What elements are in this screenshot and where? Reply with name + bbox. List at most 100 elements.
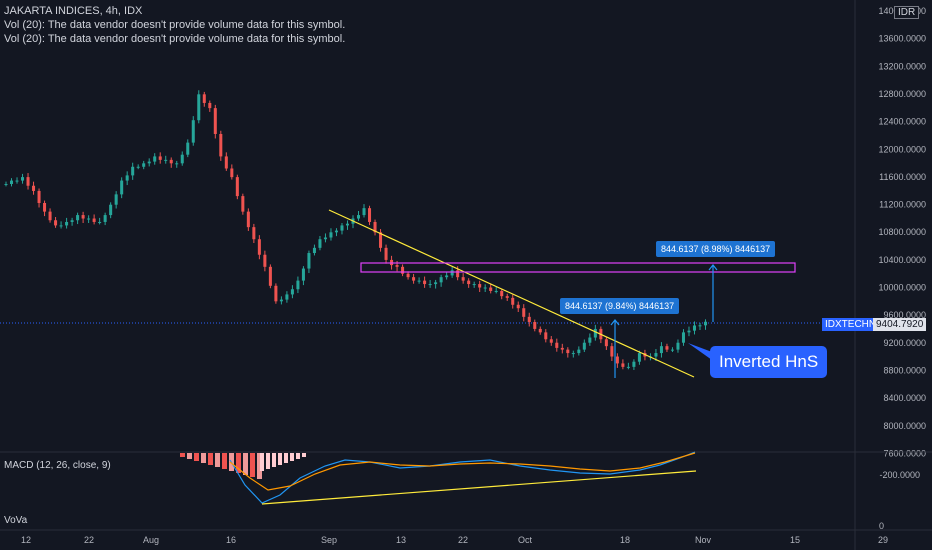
candle-body (544, 332, 548, 340)
candle-body (687, 330, 691, 333)
candle-body (307, 253, 311, 269)
volume-note-1: Vol (20): The data vendor doesn't provid… (4, 19, 346, 31)
y-tick-label: 12400.0000 (878, 117, 926, 127)
resistance-zone (360, 262, 796, 273)
candle-body (323, 237, 327, 240)
candle-body (676, 342, 680, 350)
chart-title: JAKARTA INDICES, 4h, IDX (4, 5, 143, 17)
x-tick-label: 16 (226, 535, 236, 545)
inverted-hns-callout[interactable]: Inverted HnS (710, 346, 828, 378)
candle-body (329, 232, 333, 238)
candle-body (241, 196, 245, 212)
candle-body (445, 275, 449, 278)
candle-body (15, 180, 19, 182)
candle-body (202, 94, 206, 103)
candle-body (87, 218, 91, 220)
candle-body (384, 247, 388, 260)
x-tick-label: Sep (321, 535, 337, 545)
candle-body (9, 180, 14, 185)
candle-body (301, 268, 305, 281)
measure-arrow-1-head (610, 319, 620, 326)
candle-body (632, 361, 636, 367)
measure-arrow-2-head (708, 264, 718, 271)
candle-body (505, 296, 509, 298)
macd-hist-bar (243, 453, 248, 475)
candle-body (362, 208, 366, 216)
volume-note-2: Vol (20): The data vendor doesn't provid… (4, 33, 346, 45)
candle-body (511, 297, 515, 305)
candle-body (147, 161, 151, 164)
candle-body (698, 325, 702, 327)
candle-body (478, 284, 482, 288)
candle-body (219, 133, 223, 157)
candle-body (461, 277, 465, 281)
candle-body (197, 94, 201, 121)
candle-body (268, 266, 272, 286)
x-tick-label: Aug (143, 535, 159, 545)
macd-hist-bar (201, 453, 206, 463)
candle-body (26, 177, 30, 186)
candle-body (456, 270, 460, 278)
candle-body (593, 328, 597, 338)
candle-body (59, 225, 63, 227)
candle-body (494, 290, 498, 292)
candle-body (230, 168, 234, 178)
y-tick-label: 13200.0000 (878, 61, 926, 71)
y-tick-label: 12800.0000 (878, 89, 926, 99)
candle-body (65, 221, 69, 226)
candle-body (549, 339, 553, 343)
candle-body (423, 280, 427, 285)
candle-body (213, 108, 217, 134)
candle-body (98, 221, 102, 223)
candle-body (527, 316, 531, 323)
candle-body (334, 230, 338, 233)
candle-body (43, 202, 47, 212)
candle-body (571, 353, 575, 355)
y-tick-label: 11600.0000 (879, 172, 926, 182)
candle-body (637, 353, 641, 362)
candle-body (665, 346, 669, 350)
candle-body (555, 342, 559, 348)
candle-body (158, 156, 162, 160)
callout-pointer (688, 343, 712, 360)
candle-body (263, 254, 267, 267)
candle-body (186, 142, 190, 155)
candle-body (659, 346, 663, 354)
y-tick-label: 7600.0000 (883, 448, 926, 458)
candle-body (120, 180, 124, 195)
candle-body (279, 299, 283, 302)
candle-body (434, 282, 438, 285)
candle-body (114, 194, 118, 205)
candle-body (142, 163, 146, 167)
candle-body (483, 287, 487, 289)
y-tick-label: 9600.0000 (883, 310, 926, 320)
y-tick-label: 11200.0000 (879, 200, 926, 210)
y-tick-label: 13600.0000 (878, 34, 926, 44)
candle-body (285, 294, 289, 300)
macd-hist-bar (194, 453, 199, 461)
currency-badge[interactable]: IDR (894, 6, 920, 19)
candle-body (37, 190, 41, 203)
candle-body (208, 102, 212, 109)
candle-body (373, 221, 377, 233)
macd-tick-label: 0 (879, 521, 884, 531)
candle-body (164, 159, 168, 161)
candle-body (103, 215, 107, 222)
candle-body (417, 280, 421, 282)
candle-body (180, 154, 184, 164)
candle-body (395, 265, 399, 267)
macd-hist-bar (222, 453, 227, 469)
candle-body (32, 185, 36, 191)
vova-label: VoVa (4, 515, 28, 526)
candle-body (412, 277, 416, 281)
candle-body (439, 277, 443, 283)
y-tick-label: 10000.0000 (878, 283, 926, 293)
y-tick-label: 10800.0000 (878, 227, 926, 237)
y-tick-label: 8000.0000 (883, 421, 926, 431)
candle-body (406, 273, 410, 278)
symbol-name-tag: IDXTECHNO (822, 318, 887, 331)
candle-body (345, 223, 350, 226)
y-tick-label: 8800.0000 (883, 365, 926, 375)
